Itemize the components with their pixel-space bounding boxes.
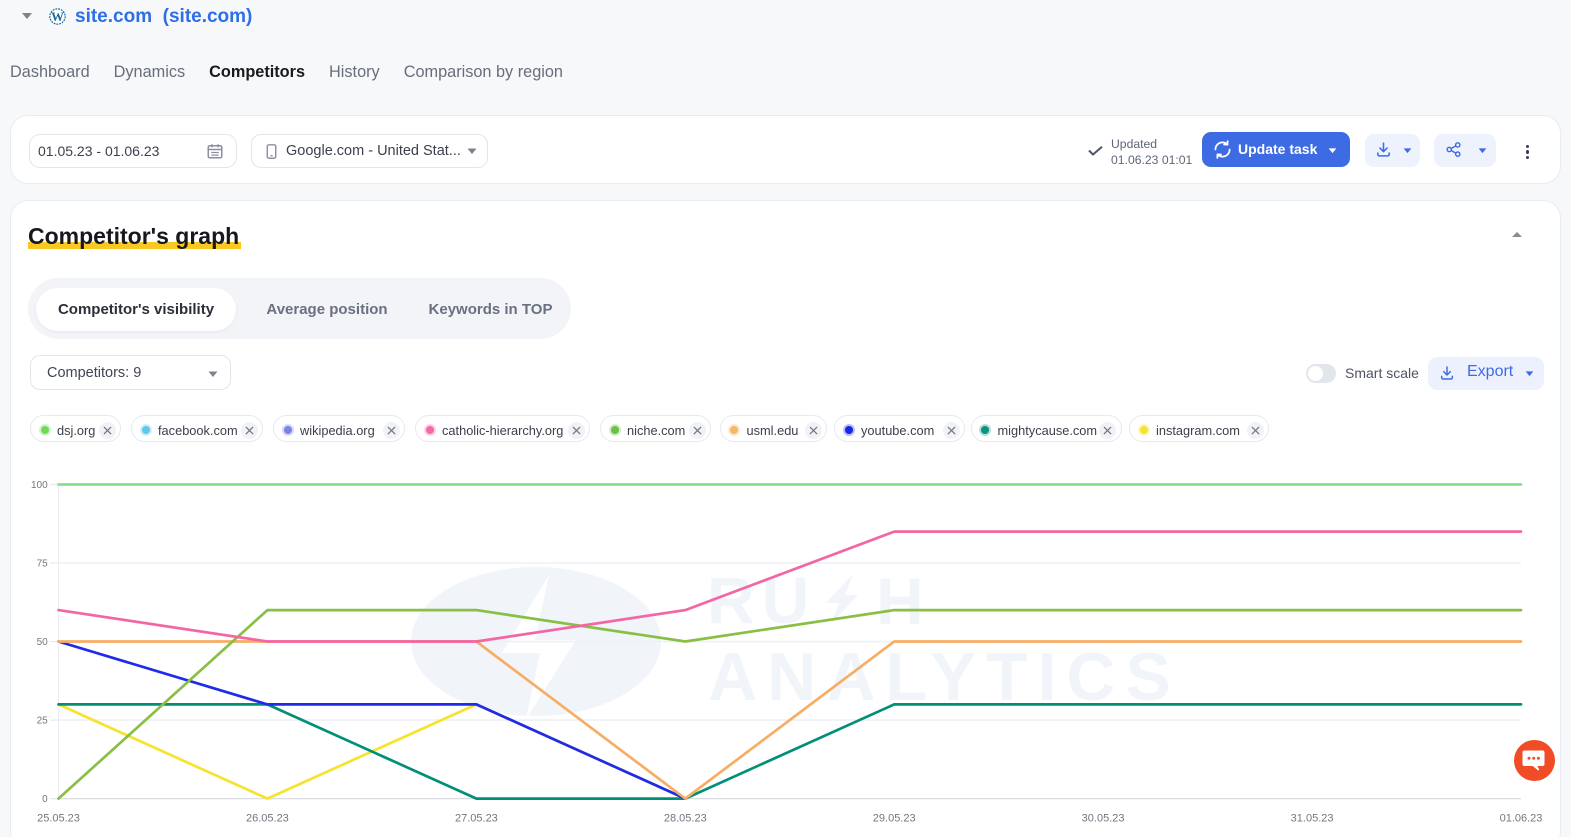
svg-text:01.06.23: 01.06.23	[1500, 813, 1543, 825]
svg-text:H: H	[876, 564, 924, 638]
svg-text:ANALYTICS: ANALYTICS	[708, 639, 1181, 715]
svg-text:50: 50	[37, 637, 49, 648]
svg-text:RU: RU	[707, 563, 816, 637]
svg-text:25: 25	[37, 716, 49, 727]
svg-text:28.05.23: 28.05.23	[664, 813, 707, 825]
svg-text:25.05.23: 25.05.23	[37, 813, 80, 825]
svg-text:27.05.23: 27.05.23	[455, 813, 498, 825]
svg-text:26.05.23: 26.05.23	[246, 813, 289, 825]
svg-text:30.05.23: 30.05.23	[1082, 813, 1125, 825]
svg-text:W: W	[51, 10, 64, 24]
svg-text:29.05.23: 29.05.23	[873, 813, 916, 825]
svg-text:0: 0	[42, 794, 48, 805]
svg-text:75: 75	[37, 559, 49, 570]
svg-text:100: 100	[31, 480, 48, 491]
svg-text:31.05.23: 31.05.23	[1291, 813, 1334, 825]
